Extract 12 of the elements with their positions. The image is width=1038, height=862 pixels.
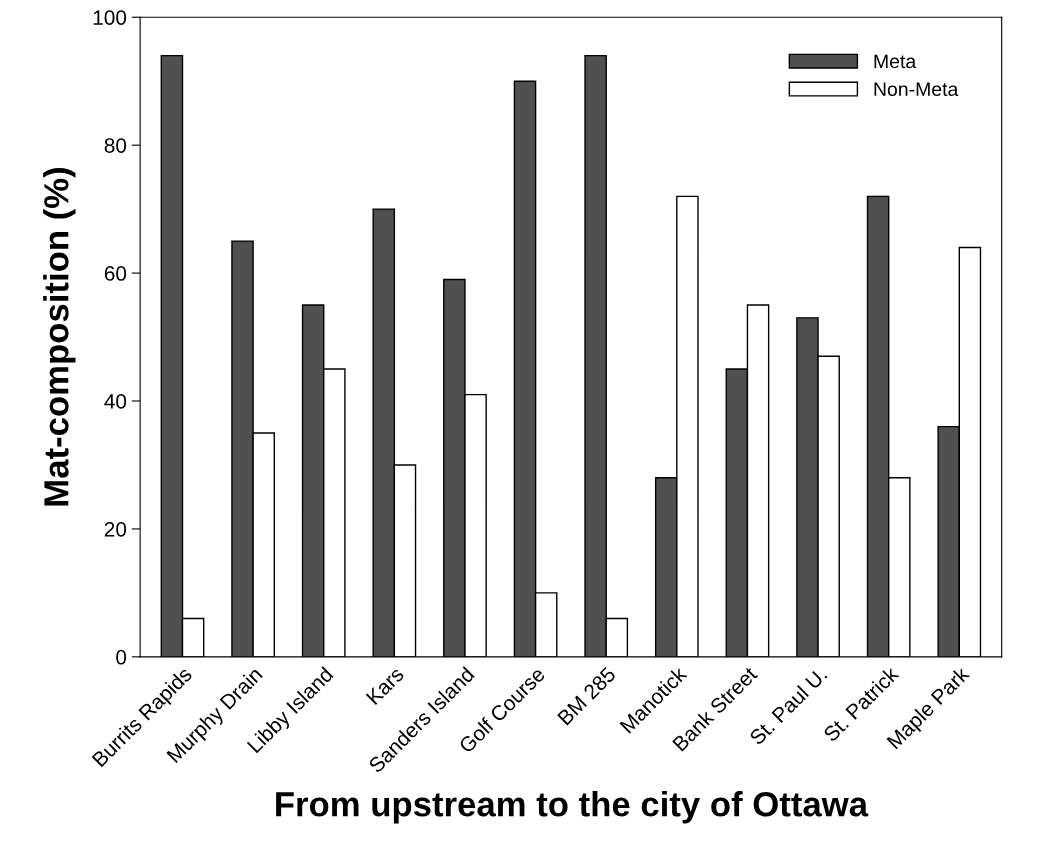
y-tick-label: 40 <box>104 394 127 409</box>
x-axis-title: From upstream to the city of Ottawa <box>276 791 869 824</box>
legend-label: Non-Meta <box>874 82 959 97</box>
y-tick-label: 80 <box>104 138 127 153</box>
y-tick-label: 0 <box>116 649 127 665</box>
y-tick-label: 20 <box>104 521 127 537</box>
x-tick-label: Kars <box>365 666 405 706</box>
y-axis-title: Mat-composition (%) <box>43 168 76 506</box>
legend-label: Meta <box>874 54 917 69</box>
y-tick-label: 100 <box>93 10 127 25</box>
y-tick-label: 60 <box>104 266 127 281</box>
x-tick-label: BM 285 <box>557 666 617 726</box>
